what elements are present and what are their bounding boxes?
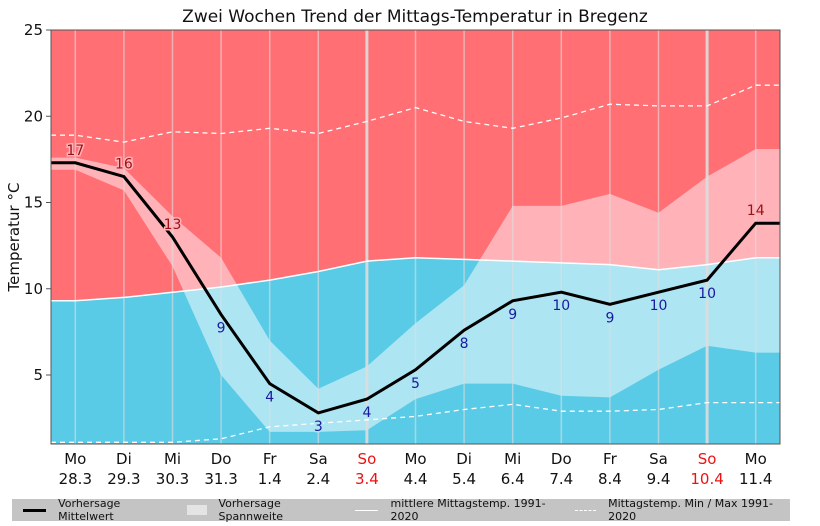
forecast-mean-line [51,161,780,415]
legend-swatch-mean-line [23,508,47,512]
legend-item-range: Vorhersage Spannweite [186,497,334,523]
x-tick-weekday: Do [551,450,572,468]
x-tick-date: 28.3 [59,470,92,488]
x-tick-weekday: Mo [404,450,426,468]
legend: Vorhersage Mittelwert Vorhersage Spannwe… [12,497,790,523]
x-tick-weekday: Fr [263,450,278,468]
data-label: 8 [460,336,469,352]
data-label: 13 [164,217,182,233]
data-label: 16 [115,157,133,173]
data-label: 4 [265,390,274,406]
legend-item-climate-minmax: Mittagstemp. Min / Max 1991-2020 [574,497,780,523]
x-tick-weekday: Sa [309,450,328,468]
x-tick-date: 5.4 [452,470,476,488]
x-tick-date: 1.4 [258,470,282,488]
legend-item-mean: Vorhersage Mittelwert [23,497,166,523]
y-tick-label: 20 [24,107,43,125]
x-tick-date: 31.3 [204,470,237,488]
x-tick-weekday: So [698,450,717,468]
plot-frame [50,29,781,445]
forecast-range-band-warm [51,149,780,301]
x-tick-weekday: Mi [164,450,181,468]
x-tick-date: 7.4 [549,470,573,488]
y-tick-label: 5 [33,366,43,384]
y-axis: 5 10 15 20 25 [24,21,51,384]
x-tick-weekday: Di [116,450,132,468]
x-tick-date: 6.4 [501,470,525,488]
x-tick-date: 11.4 [739,470,772,488]
data-label: 5 [411,376,420,392]
legend-swatch-dashed-line [574,509,597,511]
x-tick-date: 10.4 [690,470,723,488]
x-tick-weekday: So [358,450,377,468]
climate-max-line [51,84,780,143]
data-label: 4 [362,405,371,421]
x-tick-date: 29.3 [107,470,140,488]
legend-label: Vorhersage Spannweite [218,497,284,523]
x-tick-date: 4.4 [404,470,428,488]
data-labels: 17 16 13 9 4 3 4 5 8 9 10 9 10 10 14 [65,141,766,436]
x-axis: Mo 28.3 Di 29.3 Mi 30.3 Do 31.3 Fr 1.4 Sa 2.4 So 3.4 M… [59,450,773,488]
y-tick-label: 15 [24,194,43,212]
x-tick-weekday: Fr [603,450,618,468]
data-label: 14 [747,203,765,219]
x-tick-date: 2.4 [306,470,330,488]
forecast-range-band-cold [51,257,780,432]
x-tick-weekday: Mo [745,450,767,468]
x-tick-date: 3.4 [355,470,379,488]
data-label: 9 [508,307,517,323]
legend-item-climate-mean: mittlere Mittagstemp. 1991-2020 [355,497,553,523]
data-label: 17 [66,143,84,159]
y-tick-label: 10 [24,280,43,298]
x-tick-date: 9.4 [647,470,671,488]
x-tick-weekday: Mo [64,450,86,468]
x-tick-weekday: Di [456,450,472,468]
legend-swatch-range [186,505,207,515]
climate-mean-line [51,256,780,302]
x-tick-weekday: Sa [649,450,668,468]
legend-label: mittlere Mittagstemp. 1991-2020 [390,497,546,523]
x-tick-weekday: Do [211,450,232,468]
y-axis-label: Temperatur °C [5,183,23,293]
legend-swatch-climate-line [355,509,379,511]
data-label: 10 [650,298,668,314]
x-tick-date: 30.3 [156,470,189,488]
data-label: 3 [314,419,323,435]
legend-label: Vorhersage Mittelwert [58,497,121,523]
legend-label: Mittagstemp. Min / Max 1991-2020 [608,497,773,523]
y-tick-label: 25 [24,21,43,39]
data-label: 10 [552,298,570,314]
chart-title: Zwei Wochen Trend der Mittags-Temperatur… [182,7,648,27]
data-label: 9 [605,310,614,326]
x-tick-weekday: Mi [504,450,521,468]
data-label: 10 [698,286,716,302]
x-tick-date: 8.4 [598,470,622,488]
data-label: 9 [217,321,226,337]
plot-area [51,30,780,444]
